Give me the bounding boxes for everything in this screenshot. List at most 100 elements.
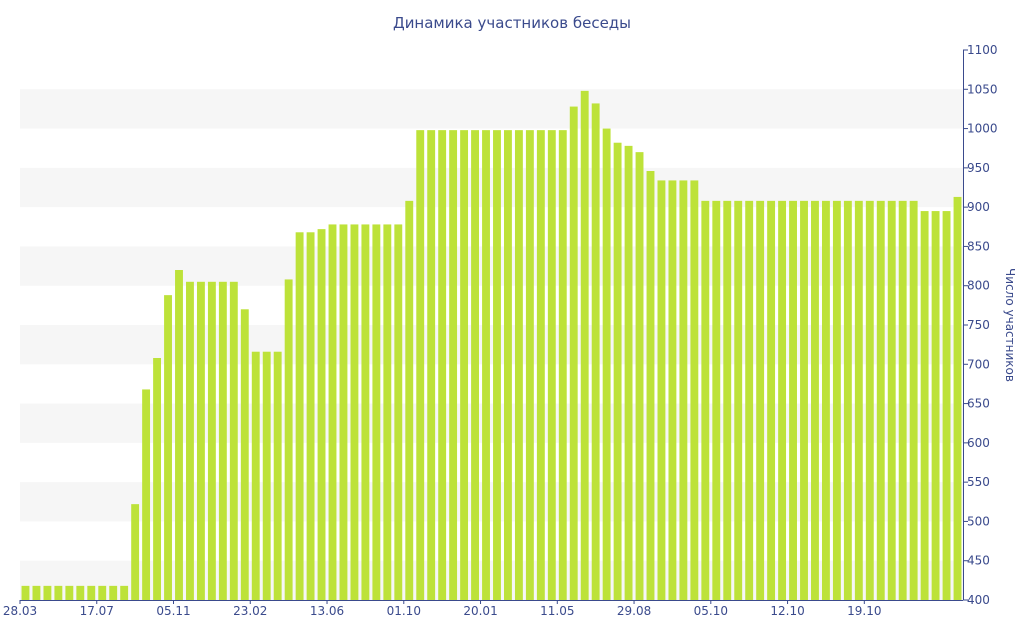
x-tick-label: 17.07 xyxy=(80,604,114,618)
bar xyxy=(120,585,129,600)
x-tick-label: 23.02 xyxy=(233,604,267,618)
bar xyxy=(514,130,523,600)
bar xyxy=(109,585,118,600)
bar xyxy=(372,224,381,600)
bar xyxy=(569,106,578,600)
bar xyxy=(295,232,304,601)
x-tick-label: 01.10 xyxy=(387,604,421,618)
bar xyxy=(65,585,74,600)
bar xyxy=(668,180,677,600)
bar xyxy=(602,128,611,600)
bar xyxy=(175,270,183,600)
grid-band xyxy=(20,482,963,522)
grid-band xyxy=(20,246,963,286)
y-tick-label: 600 xyxy=(967,436,990,450)
y-tick-label: 650 xyxy=(967,397,990,411)
bar xyxy=(186,281,194,600)
bar xyxy=(920,211,929,600)
bar xyxy=(898,200,907,601)
bar xyxy=(887,200,896,601)
bar xyxy=(164,295,172,600)
bar xyxy=(438,130,447,600)
bar xyxy=(218,281,227,600)
bar xyxy=(350,224,359,600)
bar xyxy=(196,281,205,600)
bar xyxy=(635,152,644,600)
bar xyxy=(471,130,479,600)
bar xyxy=(98,585,107,600)
bar xyxy=(953,196,962,600)
bar xyxy=(854,200,863,601)
bar xyxy=(207,281,216,600)
bar xyxy=(339,224,348,600)
bar xyxy=(153,358,162,600)
bar xyxy=(405,200,414,601)
bar xyxy=(613,142,622,600)
bar xyxy=(745,200,754,601)
bar xyxy=(811,200,819,601)
bar xyxy=(942,211,951,600)
bar xyxy=(843,200,852,601)
bar xyxy=(876,200,885,601)
bar xyxy=(800,200,808,601)
x-tick-label: 28.03 xyxy=(3,604,37,618)
x-tick-label: 20.01 xyxy=(463,604,497,618)
bar xyxy=(229,281,238,600)
bar xyxy=(504,130,512,600)
grid-band xyxy=(20,325,963,365)
bar xyxy=(734,200,743,601)
y-tick-label: 1000 xyxy=(967,122,998,136)
y-tick-label: 1100 xyxy=(967,43,998,57)
bar xyxy=(427,130,436,600)
bar xyxy=(460,130,469,600)
x-tick-label: 19.10 xyxy=(847,604,881,618)
bar xyxy=(624,145,633,601)
bar xyxy=(449,130,458,600)
y-tick-label: 900 xyxy=(967,200,990,214)
bar xyxy=(558,130,567,600)
bar xyxy=(142,389,151,600)
y-tick-label: 800 xyxy=(967,279,990,293)
bar xyxy=(547,130,556,600)
bar xyxy=(328,224,337,600)
bar xyxy=(690,180,699,600)
y-tick-label: 550 xyxy=(967,475,990,489)
bar xyxy=(43,585,52,600)
bar xyxy=(482,130,490,600)
bar xyxy=(679,180,688,600)
x-tick-label: 05.10 xyxy=(694,604,728,618)
bar xyxy=(394,224,403,600)
bar xyxy=(87,585,96,600)
bar xyxy=(821,200,830,601)
bar xyxy=(21,585,30,600)
bar xyxy=(646,171,655,600)
bar xyxy=(131,504,140,600)
x-tick-label: 12.10 xyxy=(770,604,804,618)
bar xyxy=(778,200,787,601)
chart-title: Динамика участников беседы xyxy=(393,14,631,32)
bar xyxy=(832,200,841,601)
bar xyxy=(383,224,392,600)
bar xyxy=(416,130,425,600)
y-axis-label: Число участников xyxy=(1003,268,1017,382)
bar xyxy=(525,130,534,600)
bar xyxy=(909,200,918,601)
bar xyxy=(865,200,874,601)
bar xyxy=(32,585,41,600)
x-tick-label: 13.06 xyxy=(310,604,344,618)
grid-band xyxy=(20,560,963,600)
grid-bands xyxy=(20,89,963,600)
bar xyxy=(789,200,797,601)
bar xyxy=(76,585,85,600)
bar xyxy=(712,200,721,601)
bar xyxy=(723,200,732,601)
y-tick-label: 500 xyxy=(967,514,990,528)
y-tick-label: 850 xyxy=(967,239,990,253)
y-tick-label: 400 xyxy=(967,593,990,607)
bar xyxy=(54,585,63,600)
grid-band xyxy=(20,167,963,208)
bar xyxy=(767,200,776,601)
y-tick-label: 750 xyxy=(967,318,990,332)
x-tick-label: 29.08 xyxy=(617,604,651,618)
grid-band xyxy=(20,89,963,129)
